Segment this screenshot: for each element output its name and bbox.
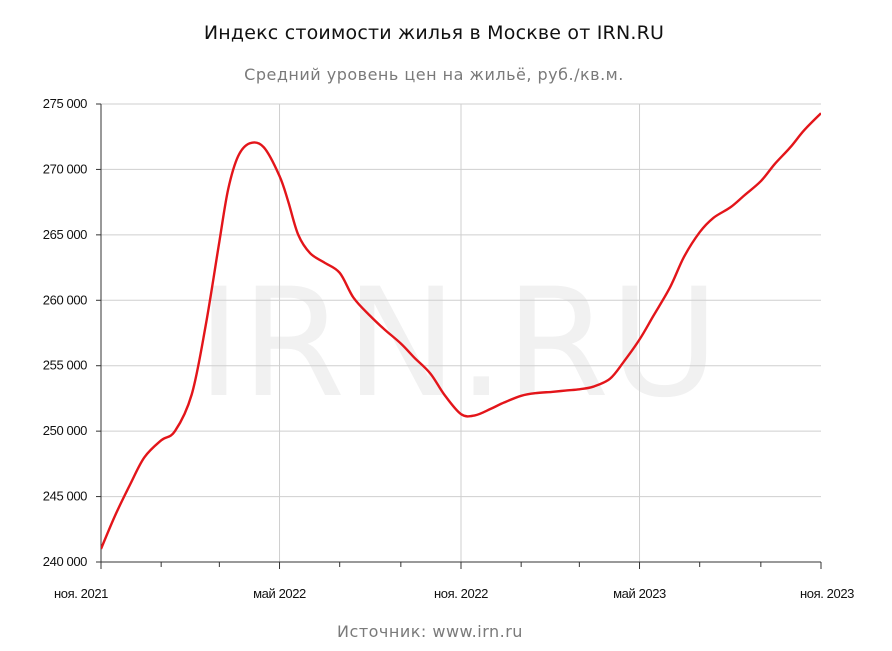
y-tick-label: 275 000 — [43, 96, 87, 111]
x-tick-label: ноя. 2021 — [54, 586, 108, 601]
y-tick-label: 240 000 — [43, 554, 87, 569]
y-tick-label: 260 000 — [43, 292, 87, 307]
chart-title: Индекс стоимости жилья в Москве от IRN.R… — [203, 22, 665, 44]
x-tick-label: май 2023 — [613, 586, 666, 601]
chart-subtitle: Средний уровень цен на жильё, руб./кв.м. — [244, 65, 624, 84]
y-tick-label: 255 000 — [43, 358, 87, 373]
y-tick-label: 270 000 — [43, 161, 87, 176]
x-tick-label: ноя. 2023 — [800, 586, 854, 601]
x-tick-label: ноя. 2022 — [434, 586, 488, 601]
x-axis-ticks: ноя. 2021 май 2022 ноя. 2022 май 2023 ноя. 2… — [54, 562, 855, 601]
price-series-line — [101, 112, 821, 550]
watermark-text: IRN.RU — [197, 257, 719, 431]
y-tick-label: 245 000 — [43, 489, 87, 504]
grid-lines — [101, 103, 821, 562]
y-tick-label: 250 000 — [43, 423, 87, 438]
x-tick-label: май 2022 — [253, 586, 306, 601]
series-group — [101, 112, 821, 550]
y-axis-ticks: 240 000 245 000 250 000 255 000 260 000 265 0… — [43, 96, 101, 569]
y-tick-label: 265 000 — [43, 227, 87, 242]
source-note: Источник: www.irn.ru — [337, 622, 523, 641]
